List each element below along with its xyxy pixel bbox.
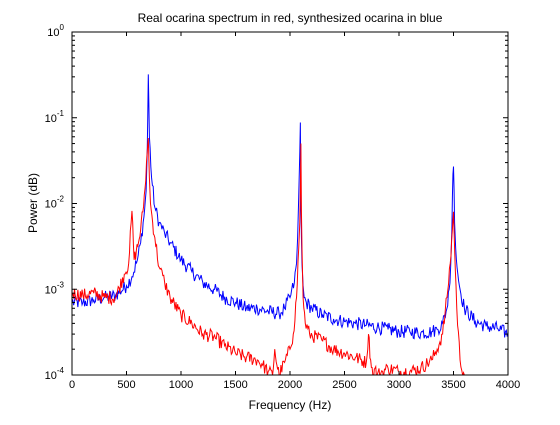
y-tick-label: 10-3 (45, 280, 65, 296)
x-tick-label: 3500 (441, 379, 465, 391)
x-tick-label: 1500 (223, 379, 247, 391)
y-axis-label: Power (dB) (26, 173, 40, 233)
x-axis-label: Frequency (Hz) (249, 398, 332, 412)
y-tick-label: 10-1 (45, 109, 65, 125)
x-axis-ticks: 0 500 1000 1500 2000 2500 3000 3500 4000 (69, 32, 520, 391)
x-tick-label: 3000 (387, 379, 411, 391)
series-line-0 (72, 74, 508, 340)
x-tick-label: 0 (69, 379, 75, 391)
y-axis-ticks: 10-4 10-3 10-2 10-1 100 (45, 23, 508, 382)
y-tick-label: 10-2 (45, 195, 65, 211)
x-tick-label: 2000 (278, 379, 302, 391)
series-layer (72, 74, 508, 375)
x-tick-label: 1000 (169, 379, 193, 391)
x-tick-label: 2500 (332, 379, 356, 391)
x-tick-label: 4000 (496, 379, 520, 391)
chart-title: Real ocarina spectrum in red, synthesize… (138, 11, 443, 25)
x-tick-label: 500 (117, 379, 135, 391)
y-tick-label: 10-4 (45, 366, 65, 382)
y-tick-label: 100 (47, 23, 64, 39)
series-line-1 (72, 138, 465, 375)
